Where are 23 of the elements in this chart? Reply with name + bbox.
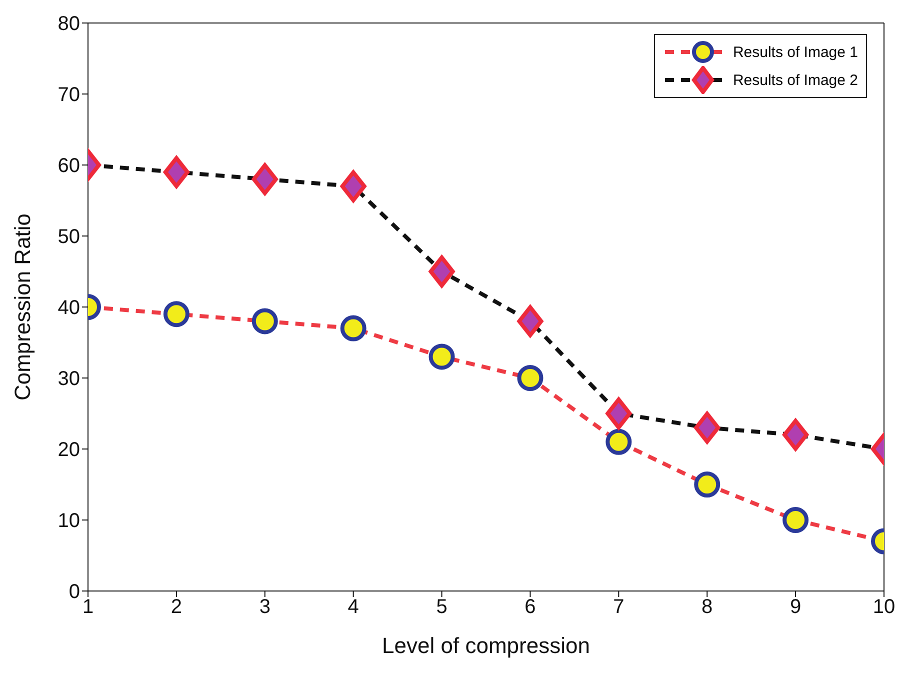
y-tick-label: 70 (58, 84, 80, 106)
y-tick-label: 60 (58, 155, 80, 178)
x-tick-label: 4 (348, 596, 359, 618)
x-tick-label: 3 (259, 596, 270, 618)
x-axis-title: Level of compression (382, 633, 590, 658)
y-tick-label: 0 (68, 581, 80, 604)
x-tick-label: 7 (613, 596, 624, 618)
legend-label: Results of Image 1 (732, 44, 858, 60)
x-tick-label: 9 (790, 596, 802, 618)
y-tick-label: 50 (58, 226, 80, 248)
y-axis-title: Compression Ratio (10, 213, 35, 401)
y-tick-label: 10 (58, 510, 80, 532)
legend-label: Results of Image 2 (732, 72, 858, 88)
x-tick-label: 5 (436, 596, 448, 618)
x-tick-label: 2 (170, 596, 182, 618)
x-tick-label: 10 (872, 596, 896, 618)
y-tick-label: 20 (58, 439, 80, 462)
y-tick-label: 40 (58, 297, 80, 320)
x-tick-label: 1 (82, 596, 94, 618)
x-tick-label: 6 (524, 596, 536, 618)
y-tick-label: 80 (58, 13, 80, 36)
x-tick-label: 8 (702, 596, 713, 618)
y-tick-label: 30 (58, 368, 80, 390)
